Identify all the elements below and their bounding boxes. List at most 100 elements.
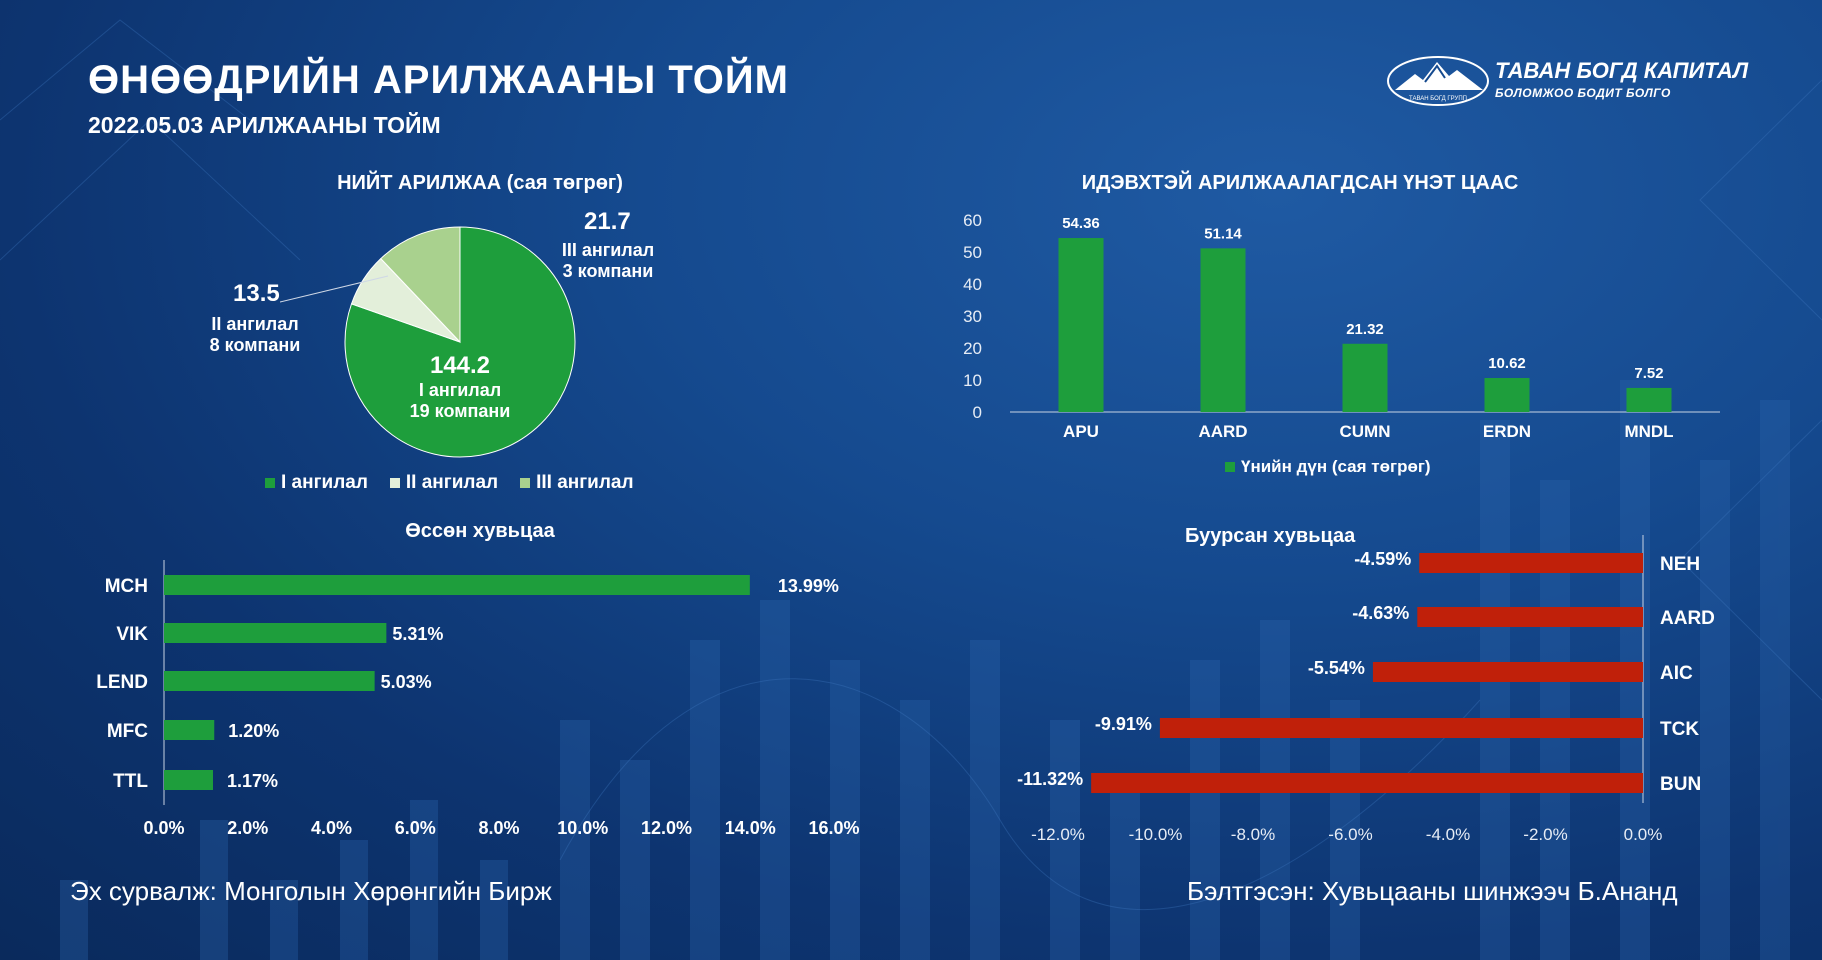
legend-item-class1: I ангилал <box>265 472 368 494</box>
category-label: VIK <box>116 624 148 645</box>
pie-value-class3: 21.7 <box>584 208 631 235</box>
category-label: MFC <box>107 721 148 742</box>
y-tick-label: 60 <box>963 211 982 230</box>
category-label: TCK <box>1660 719 1699 740</box>
legend-label: I ангилал <box>281 472 368 493</box>
x-tick-label: -6.0% <box>1328 825 1372 844</box>
data-label: 1.20% <box>228 721 279 741</box>
x-tick-label: APU <box>1063 422 1099 441</box>
bar-bun <box>1091 773 1643 793</box>
x-tick-label: 8.0% <box>478 818 519 838</box>
prepared-by-note: Бэлтгэсэн: Хувьцааны шинжээч Б.Ананд <box>1187 876 1678 906</box>
data-label: 5.03% <box>381 672 432 692</box>
pie-label-class3: 21.7 III ангилал 3 компани <box>548 208 668 282</box>
pie-detail-class3: III ангилал <box>561 240 655 260</box>
data-label: 13.99% <box>778 576 839 596</box>
bar-vik <box>164 623 387 643</box>
category-label: AARD <box>1660 608 1715 629</box>
category-label: NEH <box>1660 554 1700 575</box>
category-label: MCH <box>105 576 148 597</box>
x-tick-label: 10.0% <box>557 818 608 838</box>
pie-companies-class3: 3 компани <box>562 261 654 281</box>
data-label: 21.32 <box>1346 321 1384 338</box>
pie-companies-class1: 19 компани <box>409 401 511 421</box>
data-label: -11.32% <box>1017 769 1083 789</box>
x-tick-label: -4.0% <box>1426 825 1470 844</box>
bar-aard <box>1417 607 1643 627</box>
y-tick-label: 30 <box>963 307 982 326</box>
x-tick-label: 4.0% <box>311 818 352 838</box>
logo-name: ТАВАН БОГД КАПИТАЛ <box>1495 58 1749 83</box>
category-label: AIC <box>1660 663 1693 684</box>
pie-value-class2: 13.5 <box>233 280 280 307</box>
data-label: 10.62 <box>1488 355 1526 372</box>
pie-leader-line <box>280 275 389 303</box>
page-title: ӨНӨӨДРИЙН АРИЛЖААНЫ ТОЙМ <box>88 58 789 102</box>
data-label: -4.59% <box>1354 549 1411 569</box>
pie-value-class1: 144.2 <box>429 352 491 379</box>
pie-detail-class1: I ангилал <box>418 380 502 400</box>
x-tick-label: 14.0% <box>725 818 776 838</box>
bar-aard <box>1200 248 1246 412</box>
pie-legend: I ангилал II ангилал III ангилал <box>265 472 634 494</box>
x-tick-label: -10.0% <box>1129 825 1183 844</box>
securities-legend: Үнийн дүн (сая төгрөг) <box>1225 457 1431 477</box>
bar-lend <box>164 671 375 691</box>
data-label: 7.52 <box>1634 365 1663 382</box>
bar-mch <box>164 575 750 595</box>
category-label: TTL <box>113 771 148 792</box>
bar-mfc <box>164 720 215 740</box>
pie-chart <box>344 226 576 458</box>
mountain-logo-icon: ТАВАН БОГД ГРУПП <box>1387 56 1489 106</box>
gainers-chart-title: Өссөн хувьцаа <box>405 520 555 542</box>
pie-slice-3 <box>380 226 461 344</box>
category-label: BUN <box>1660 774 1701 795</box>
bar-ttl <box>164 770 213 790</box>
y-tick-label: 40 <box>963 275 982 294</box>
legend-label: Үнийн дүн (сая төгрөг) <box>1241 457 1431 476</box>
legend-item-class2: II ангилал <box>389 472 499 494</box>
bar-aic <box>1372 662 1643 682</box>
losers-bar-chart: NEH -4.59% AARD -4.63% AIC -5.54% TCK -9.91% BUN… <box>1017 535 1715 844</box>
data-label: 1.17% <box>227 771 278 791</box>
legend-swatch <box>1225 462 1235 472</box>
losers-chart-title: Буурсан хувьцаа <box>1185 525 1356 547</box>
x-tick-label: 6.0% <box>395 818 436 838</box>
x-tick-label: CUMN <box>1340 422 1391 441</box>
y-tick-label: 10 <box>963 371 982 390</box>
legend-label: II ангилал <box>405 472 499 493</box>
data-label: 51.14 <box>1204 225 1242 242</box>
y-tick-label: 20 <box>963 339 982 358</box>
legend-swatch <box>265 478 275 488</box>
data-label: 54.36 <box>1062 215 1100 232</box>
x-tick-label: 0.0% <box>143 818 184 838</box>
securities-chart-title: ИДЭВХТЭЙ АРИЛЖААЛАГДСАН ҮНЭТ ЦААС <box>1081 172 1519 194</box>
legend-label: III ангилал <box>536 472 634 493</box>
pie-companies-class2: 8 компани <box>209 335 301 355</box>
logo-tagline: БОЛОМЖОО БОДИТ БОЛГО <box>1495 86 1671 100</box>
x-tick-label: AARD <box>1198 422 1247 441</box>
gainers-bar-chart: MCH 13.99% VIK 5.31% LEND 5.03% MFC 1.20% TTL 1.1… <box>96 560 860 838</box>
bar-tck <box>1159 718 1643 738</box>
pie-label-class1: 144.2 I ангилал 19 компани <box>400 352 520 422</box>
x-tick-label: -2.0% <box>1523 825 1567 844</box>
logo-small-text: ТАВАН БОГД ГРУПП <box>1409 96 1467 102</box>
bar-apu <box>1058 238 1104 412</box>
y-tick-label: 50 <box>963 243 982 262</box>
bar-mndl <box>1626 387 1672 412</box>
data-label: -4.63% <box>1352 603 1409 623</box>
x-tick-label: 12.0% <box>641 818 692 838</box>
data-label: -9.91% <box>1095 714 1152 734</box>
x-tick-label: 2.0% <box>227 818 268 838</box>
pie-chart-title: НИЙТ АРИЛЖАА (сая төгрөг) <box>337 172 623 194</box>
x-tick-label: ERDN <box>1483 422 1531 441</box>
company-logo: ТАВАН БОГД ГРУПП ТАВАН БОГД КАПИТАЛ БОЛО… <box>1385 52 1749 112</box>
y-tick-label: 0 <box>973 403 982 422</box>
legend-swatch <box>389 478 400 488</box>
x-tick-label: 16.0% <box>808 818 859 838</box>
data-label: 5.31% <box>392 624 443 644</box>
x-tick-label: MNDL <box>1624 422 1673 441</box>
bar-cumn <box>1342 343 1388 412</box>
bar-erdn <box>1484 378 1530 412</box>
